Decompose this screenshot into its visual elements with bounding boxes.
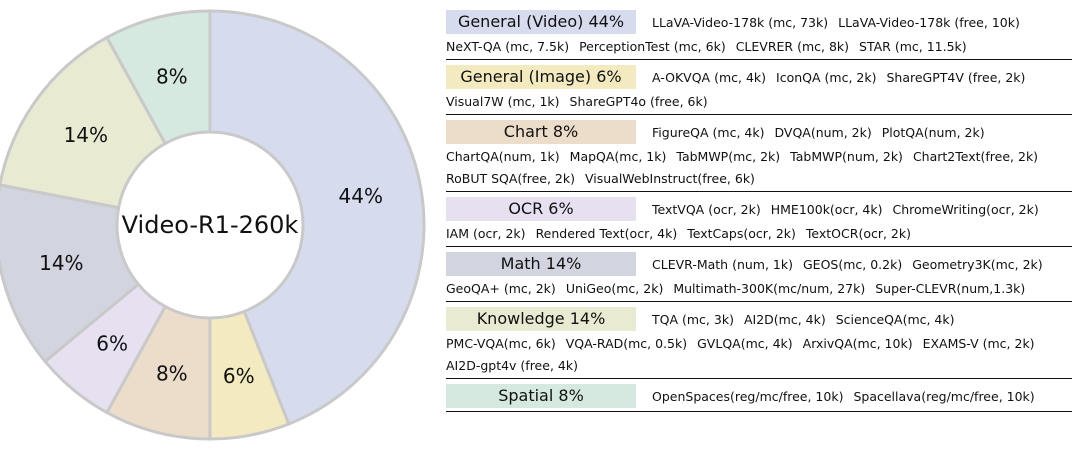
- category-items: OCR 6% TextVQA (ocr, 2k) HME100k(ocr, 4k) C…: [446, 197, 1072, 243]
- dataset-item: A-OKVQA (mc, 4k): [652, 69, 767, 85]
- dataset-item: AI2D-gpt4v (free, 4k): [446, 358, 578, 373]
- dataset-item: TQA (mc, 3k): [652, 311, 734, 327]
- dataset-item: Geometry3K(mc, 2k): [912, 256, 1043, 272]
- dataset-item: Chart2Text(free, 2k): [912, 149, 1039, 164]
- category-title: Math 14%: [446, 252, 636, 276]
- category-items: Chart 8% FigureQA (mc, 4k) DVQA(num, 2k) Pl…: [446, 120, 1072, 188]
- slice-label: 14%: [39, 251, 83, 275]
- dataset-item: PMC-VQA(mc, 6k): [446, 336, 556, 351]
- donut-chart: 44% 6% 8% 6% 14% 14% 8% Video-R1-260k: [0, 9, 426, 441]
- dataset-item: GVLQA(mc, 4k): [697, 336, 793, 351]
- dataset-item: OpenSpaces(reg/mc/free, 10k): [652, 388, 844, 404]
- category-block: Math 14% CLEVR-Math (num, 1k) GEOS(mc, 0.2…: [446, 252, 1072, 302]
- category-title: Chart 8%: [446, 120, 636, 144]
- dataset-item: STAR (mc, 11.5k): [859, 39, 967, 54]
- category-block: General (Video) 44% LLaVA-Video-178k (mc,…: [446, 10, 1072, 60]
- category-items: Knowledge 14% TQA (mc, 3k) AI2D(mc, 4k) Sci…: [446, 307, 1072, 375]
- dataset-panel: General (Video) 44% LLaVA-Video-178k (mc,…: [446, 10, 1072, 417]
- category-block: General (Image) 6% A-OKVQA (mc, 4k) IconQA…: [446, 65, 1072, 115]
- dataset-item: ChromeWriting(ocr, 2k): [892, 201, 1039, 217]
- dataset-item: IAM (ocr, 2k): [446, 226, 526, 241]
- dataset-item: IconQA (mc, 2k): [776, 69, 877, 85]
- dataset-item: AI2D(mc, 4k): [743, 311, 826, 327]
- category-title: General (Image) 6%: [446, 65, 636, 89]
- dataset-item: FigureQA (mc, 4k): [652, 124, 765, 140]
- dataset-item: CLEVRER (mc, 8k): [735, 39, 850, 54]
- dataset-item: PlotQA(num, 2k): [881, 124, 985, 140]
- category-items: Math 14% CLEVR-Math (num, 1k) GEOS(mc, 0.2…: [446, 252, 1072, 298]
- dataset-item: MapQA(mc, 1k): [569, 149, 667, 164]
- dataset-item: Multimath-300K(mc/num, 27k): [673, 281, 866, 296]
- dataset-item: ChartQA(num, 1k): [446, 149, 560, 164]
- dataset-item: TabMWP(mc, 2k): [676, 149, 781, 164]
- dataset-item: HME100k(ocr, 4k): [770, 201, 883, 217]
- category-title: General (Video) 44%: [446, 10, 636, 34]
- dataset-item: EXAMS-V (mc, 2k): [922, 336, 1035, 351]
- dataset-item: UniGeo(mc, 2k): [565, 281, 664, 296]
- dataset-item: GeoQA+ (mc, 2k): [446, 281, 556, 296]
- dataset-item: TextVQA (ocr, 2k): [652, 201, 761, 217]
- category-title: Spatial 8%: [446, 384, 636, 408]
- dataset-item: Super-CLEVR(num,1.3k): [875, 281, 1026, 296]
- dataset-item: DVQA(num, 2k): [774, 124, 872, 140]
- slice-spatial: [104, 9, 212, 146]
- slice-general-video: [208, 9, 426, 426]
- dataset-item: Spacellava(reg/mc/free, 10k): [853, 388, 1035, 404]
- slice-label: 8%: [156, 64, 188, 88]
- slice-label: 44%: [339, 184, 383, 208]
- dataset-item: RoBUT SQA(free, 2k): [446, 171, 575, 186]
- category-items: General (Image) 6% A-OKVQA (mc, 4k) IconQA…: [446, 65, 1072, 111]
- category-block: Chart 8% FigureQA (mc, 4k) DVQA(num, 2k) Pl…: [446, 120, 1072, 192]
- slice-math: [0, 183, 141, 364]
- dataset-item: VQA-RAD(mc, 0.5k): [565, 336, 688, 351]
- dataset-item: PerceptionTest (mc, 6k): [579, 39, 726, 54]
- slice-label: 14%: [64, 123, 108, 147]
- category-block: Spatial 8% OpenSpaces(reg/mc/free, 10k) Sp…: [446, 384, 1072, 412]
- slice-label: 8%: [156, 362, 188, 386]
- category-items: Spatial 8% OpenSpaces(reg/mc/free, 10k) Sp…: [446, 384, 1072, 408]
- dataset-item: Visual7W (mc, 1k): [446, 94, 560, 109]
- dataset-item: ArxivQA(mc, 10k): [802, 336, 913, 351]
- dataset-item: ScienceQA(mc, 4k): [835, 311, 955, 327]
- slice-knowledge: [0, 35, 168, 210]
- dataset-item: VisualWebInstruct(free, 6k): [584, 171, 755, 186]
- dataset-item: CLEVR-Math (num, 1k): [652, 256, 793, 272]
- category-block: Knowledge 14% TQA (mc, 3k) AI2D(mc, 4k) Sci…: [446, 307, 1072, 379]
- slice-label: 6%: [223, 364, 255, 388]
- dataset-item: NeXT-QA (mc, 7.5k): [446, 39, 570, 54]
- category-title: Knowledge 14%: [446, 307, 636, 331]
- dataset-item: TextCaps(ocr, 2k): [687, 226, 796, 241]
- dataset-item: Rendered Text(ocr, 4k): [535, 226, 678, 241]
- category-items: General (Video) 44% LLaVA-Video-178k (mc,…: [446, 10, 1072, 56]
- slice-label: 6%: [96, 331, 128, 355]
- dataset-item: LLaVA-Video-178k (mc, 73k): [652, 14, 829, 30]
- category-title: OCR 6%: [446, 197, 636, 221]
- dataset-item: ShareGPT4V (free, 2k): [886, 69, 1026, 85]
- dataset-item: TextOCR(ocr, 2k): [805, 226, 911, 241]
- dataset-item: LLaVA-Video-178k (free, 10k): [838, 14, 1020, 30]
- dataset-item: GEOS(mc, 0.2k): [803, 256, 903, 272]
- center-label: Video-R1-260k: [122, 211, 299, 239]
- dataset-item: ShareGPT4o (free, 6k): [569, 94, 708, 109]
- category-block: OCR 6% TextVQA (ocr, 2k) HME100k(ocr, 4k) C…: [446, 197, 1072, 247]
- dataset-item: TabMWP(num, 2k): [790, 149, 903, 164]
